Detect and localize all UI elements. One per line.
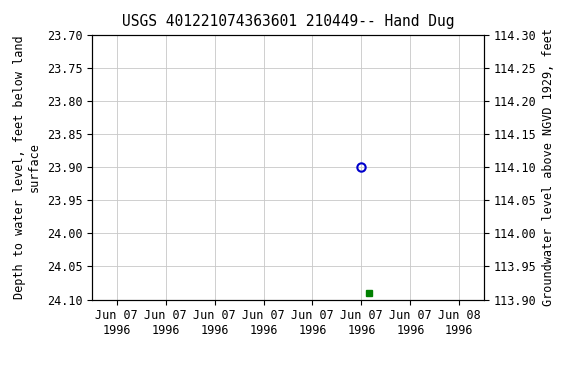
Title: USGS 401221074363601 210449-- Hand Dug: USGS 401221074363601 210449-- Hand Dug [122, 14, 454, 29]
Y-axis label: Depth to water level, feet below land
surface: Depth to water level, feet below land su… [13, 35, 41, 299]
Y-axis label: Groundwater level above NGVD 1929, feet: Groundwater level above NGVD 1929, feet [542, 28, 555, 306]
